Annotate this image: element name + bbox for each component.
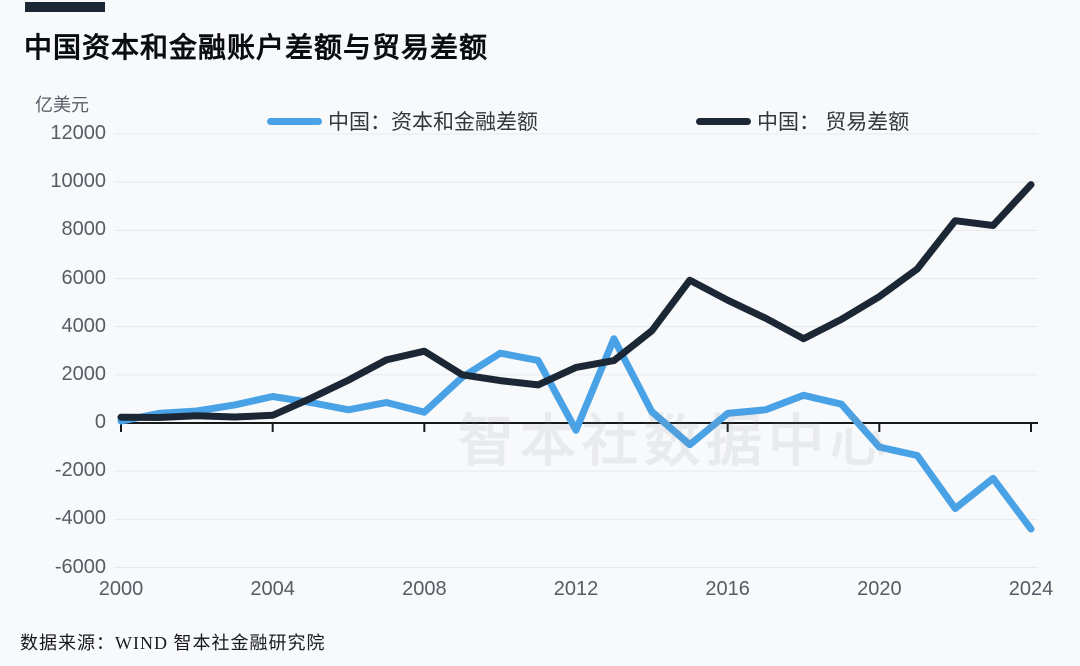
- x-tick-label-2004: 2004: [250, 578, 295, 600]
- legend-item-trade-balance: 中国： 贸易差额: [696, 108, 909, 134]
- legend-label: 中国： 贸易差额: [757, 110, 910, 134]
- legend-line-swatch-blue: [267, 117, 322, 125]
- y-tick-label-6000: 6000: [61, 266, 107, 289]
- series-line-capital-account: [117, 335, 1035, 533]
- data-source-note: 数据来源：WIND 智本社金融研究院: [20, 633, 326, 653]
- y-tick-label-10000: 10000: [50, 170, 106, 193]
- page-title: 中国资本和金融账户差额与贸易差额: [24, 32, 489, 63]
- x-tick-label-2020: 2020: [857, 578, 902, 600]
- y-tick-label-12000: 12000: [50, 122, 106, 144]
- y-axis-unit-label: 亿美元: [35, 95, 89, 115]
- series-line-trade-balance: [117, 181, 1035, 421]
- y-tick-label--6000: -6000: [54, 555, 106, 578]
- y-tick-label--2000: -2000: [54, 459, 106, 482]
- x-tick-label-2008: 2008: [402, 578, 447, 600]
- legend-item-capital-account: 中国：资本和金融差额: [267, 108, 538, 134]
- x-tick-label-2024: 2024: [1008, 578, 1054, 600]
- x-tick-label-2012: 2012: [553, 578, 599, 600]
- y-tick-label-4000: 4000: [61, 314, 107, 337]
- chart-legend: 中国：资本和金融差额 中国： 贸易差额: [0, 108, 1080, 136]
- legend-line-swatch-dark: [696, 117, 751, 125]
- x-tick-label-2000: 2000: [98, 578, 144, 600]
- watermark: 智本社数据中心: [458, 409, 892, 473]
- y-tick-label-8000: 8000: [61, 218, 107, 241]
- title-accent-bar: [25, 2, 105, 12]
- y-tick-label--4000: -4000: [54, 507, 106, 530]
- legend-label: 中国：资本和金融差额: [328, 110, 538, 134]
- y-tick-label-2000: 2000: [61, 362, 107, 385]
- y-tick-label-0: 0: [94, 411, 106, 433]
- x-tick-label-2016: 2016: [705, 578, 750, 600]
